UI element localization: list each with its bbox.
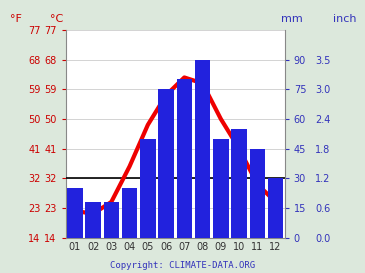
Bar <box>213 139 228 238</box>
Bar <box>177 79 192 238</box>
Text: inch: inch <box>333 14 357 24</box>
Bar <box>158 89 174 238</box>
Bar <box>268 178 283 238</box>
Bar <box>85 202 101 238</box>
Bar <box>67 188 82 238</box>
Text: °F: °F <box>11 14 22 24</box>
Bar <box>231 129 247 238</box>
Bar <box>122 188 137 238</box>
Bar <box>250 149 265 238</box>
Text: Copyright: CLIMATE-DATA.ORG: Copyright: CLIMATE-DATA.ORG <box>110 261 255 270</box>
Text: °C: °C <box>50 14 63 24</box>
Bar <box>104 202 119 238</box>
Bar <box>195 60 210 238</box>
Bar <box>140 139 155 238</box>
Text: mm: mm <box>281 14 303 24</box>
